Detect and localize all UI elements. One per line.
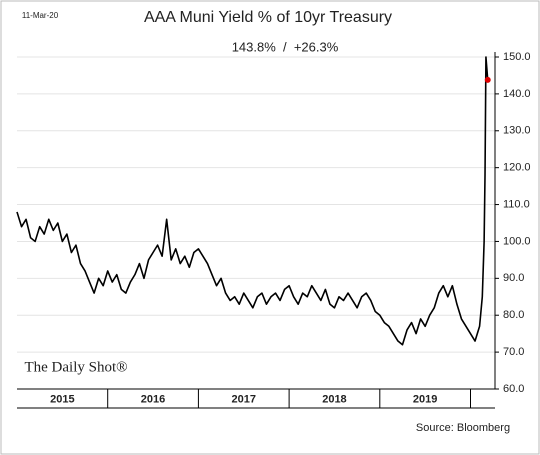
series-line <box>16 56 489 346</box>
y-tick-label: 150.0 <box>503 51 531 63</box>
x-tick-label: 2017 <box>232 393 256 405</box>
x-tick-label: 2016 <box>141 393 165 405</box>
y-tick-label: 130.0 <box>503 125 531 137</box>
last-point <box>484 76 491 83</box>
y-tick-label: 70.0 <box>503 346 524 358</box>
x-tick-label: 2018 <box>322 393 346 405</box>
y-tick-label: 100.0 <box>503 235 531 247</box>
brand: The Daily Shot® <box>24 359 127 375</box>
y-tick-label: 80.0 <box>503 309 524 321</box>
y-tick-label: 60.0 <box>503 383 524 395</box>
y-tick-label: 110.0 <box>503 198 530 210</box>
chart-title: AAA Muni Yield % of 10yr Treasury <box>144 9 392 26</box>
y-tick-label: 90.0 <box>503 272 524 284</box>
y-tick-label: 140.0 <box>503 88 531 100</box>
date-label: 11-Mar-20 <box>22 11 59 20</box>
chart-subtitle: 143.8% / +26.3% <box>232 39 339 54</box>
x-tick-label: 2019 <box>413 393 437 405</box>
y-tick-label: 120.0 <box>503 162 531 174</box>
source: Source: Bloomberg <box>416 422 510 434</box>
x-tick-label: 2015 <box>50 393 74 405</box>
